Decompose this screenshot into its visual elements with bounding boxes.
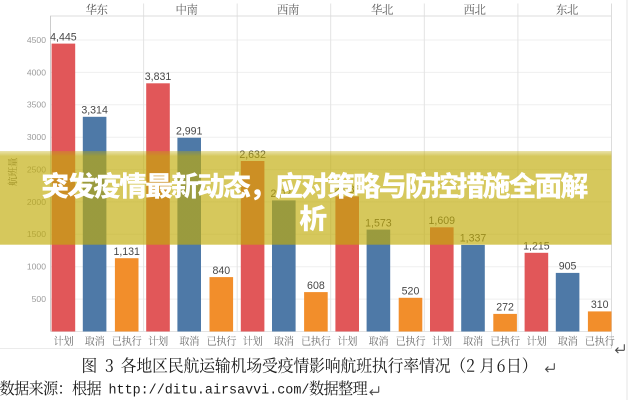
svg-text:905: 905 [559, 261, 577, 273]
svg-text:3,831: 3,831 [145, 71, 172, 83]
svg-text:3500: 3500 [27, 100, 46, 110]
svg-text:500: 500 [32, 294, 47, 304]
svg-text:1000: 1000 [27, 262, 46, 272]
svg-text:4,445: 4,445 [50, 31, 77, 43]
svg-text:608: 608 [307, 280, 325, 292]
svg-text:272: 272 [496, 302, 514, 314]
svg-text:310: 310 [591, 299, 609, 311]
svg-text:840: 840 [212, 265, 230, 277]
svg-text:3,314: 3,314 [81, 105, 108, 117]
svg-text:3000: 3000 [27, 132, 46, 142]
svg-text:4500: 4500 [27, 35, 46, 45]
svg-text:520: 520 [402, 286, 420, 298]
svg-text:http://ditu.airsavvi.com/: http://ditu.airsavvi.com/ [109, 384, 310, 399]
svg-text:2,991: 2,991 [176, 126, 203, 138]
svg-text:4000: 4000 [27, 67, 46, 77]
svg-text:1,131: 1,131 [113, 246, 140, 258]
